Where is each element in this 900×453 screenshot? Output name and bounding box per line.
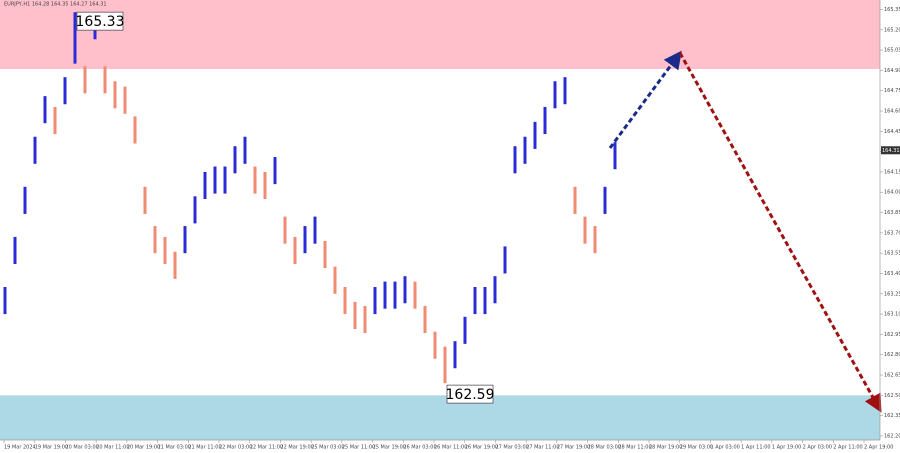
y-tick-label: 165.20 bbox=[884, 27, 900, 33]
x-tick-label: 27 Mar 03:00 bbox=[495, 445, 528, 451]
price-label-box bbox=[446, 384, 494, 404]
y-tick-label: 164.75 bbox=[884, 88, 900, 94]
y-tick-label: 162.80 bbox=[884, 352, 900, 358]
x-tick-label: 28 Mar 03:00 bbox=[588, 445, 621, 451]
forecast-arrow-up bbox=[608, 50, 682, 149]
current-price-label: 164.31 bbox=[882, 148, 900, 154]
x-tick-label: 21 Mar 11:00 bbox=[188, 445, 221, 451]
price-label: 165.33 bbox=[76, 14, 125, 30]
x-tick-label: 25 Mar 19:00 bbox=[373, 445, 406, 451]
y-tick-label: 165.05 bbox=[884, 48, 900, 54]
y-tick-label: 164.90 bbox=[884, 68, 900, 74]
x-tick-label: 2 Apr 19:00 bbox=[864, 445, 893, 451]
x-tick-label: 22 Mar 19:00 bbox=[280, 445, 313, 451]
y-tick-label: 164.60 bbox=[884, 109, 900, 115]
y-tick-label: 163.10 bbox=[884, 312, 900, 318]
y-tick-label: 164.15 bbox=[884, 169, 900, 175]
y-tick-label: 162.95 bbox=[884, 332, 900, 338]
x-tick-label: 26 Mar 03:00 bbox=[403, 445, 436, 451]
y-tick-label: 164.00 bbox=[884, 190, 900, 196]
x-tick-label: 21 Mar 03:00 bbox=[158, 445, 191, 451]
y-tick-label: 162.35 bbox=[884, 413, 900, 419]
y-tick-label: 163.40 bbox=[884, 271, 900, 277]
zone bbox=[0, 0, 880, 70]
chart-title: EURJPY,H1 164.28 164.35 164.27 164.31 bbox=[4, 2, 107, 8]
y-tick-label: 164.45 bbox=[884, 129, 900, 135]
x-tick-label: 1 Apr 03:00 bbox=[710, 445, 739, 451]
y-tick-label: 163.25 bbox=[884, 291, 900, 297]
x-tick-label: 20 Mar 03:00 bbox=[65, 445, 98, 451]
y-tick-label: 163.70 bbox=[884, 230, 900, 236]
price-label-box bbox=[76, 11, 124, 31]
x-tick-label: 22 Mar 11:00 bbox=[250, 445, 283, 451]
y-tick-label: 162.20 bbox=[884, 433, 900, 439]
x-tick-label: 25 Mar 11:00 bbox=[342, 445, 375, 451]
x-tick-label: 27 Mar 11:00 bbox=[526, 445, 559, 451]
y-tick-label: 163.55 bbox=[884, 251, 900, 257]
x-tick-label: 28 Mar 11:00 bbox=[618, 445, 651, 451]
x-tick-label: 29 Mar 03:00 bbox=[680, 445, 713, 451]
x-tick-label: 2 Apr 11:00 bbox=[833, 445, 862, 451]
forecast-arrow-down bbox=[678, 52, 882, 413]
x-tick-label: 1 Apr 11:00 bbox=[741, 445, 770, 451]
y-tick-label: 162.50 bbox=[884, 393, 900, 399]
y-tick-label: 165.35 bbox=[884, 7, 900, 13]
x-tick-label: 22 Mar 03:00 bbox=[219, 445, 252, 451]
x-tick-label: 1 Apr 19:00 bbox=[772, 445, 801, 451]
x-tick-label: 26 Mar 19:00 bbox=[465, 445, 498, 451]
x-tick-label: 25 Mar 03:00 bbox=[311, 445, 344, 451]
x-tick-label: 26 Mar 11:00 bbox=[434, 445, 467, 451]
x-tick-label: 28 Mar 19:00 bbox=[649, 445, 682, 451]
y-tick-label: 162.65 bbox=[884, 373, 900, 379]
zone bbox=[0, 395, 880, 440]
current-price-box bbox=[881, 146, 900, 155]
x-tick-label: 20 Mar 11:00 bbox=[96, 445, 129, 451]
x-tick-label: 20 Mar 19:00 bbox=[127, 445, 160, 451]
x-tick-label: 2 Apr 03:00 bbox=[803, 445, 832, 451]
x-tick-label: 19 Mar 19:00 bbox=[35, 445, 68, 451]
x-tick-label: 19 Mar 2024 bbox=[4, 445, 36, 451]
x-tick-label: 27 Mar 19:00 bbox=[557, 445, 590, 451]
price-label: 162.59 bbox=[446, 387, 495, 403]
y-tick-label: 163.85 bbox=[884, 210, 900, 216]
